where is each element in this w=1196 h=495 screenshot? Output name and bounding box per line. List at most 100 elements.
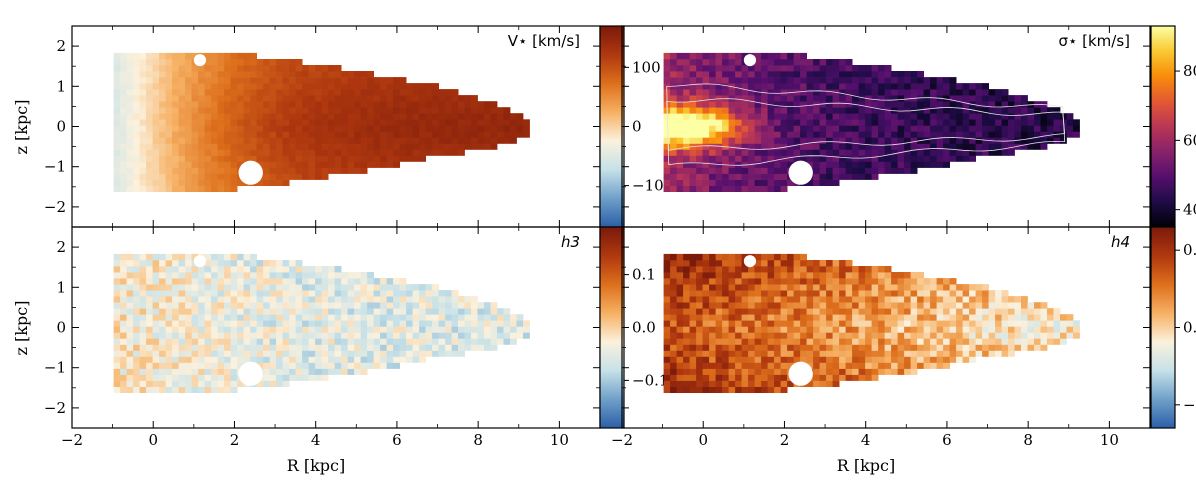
cell [191, 380, 199, 387]
cell [315, 149, 322, 156]
cell [676, 290, 684, 297]
cell [852, 332, 859, 339]
cell [302, 296, 309, 303]
cell [982, 332, 989, 339]
cell [380, 290, 387, 297]
cell [126, 137, 134, 144]
cell [399, 89, 407, 96]
cell [1014, 326, 1022, 333]
cell [839, 137, 846, 144]
cell [819, 95, 827, 102]
cell [949, 296, 957, 303]
cell [943, 332, 950, 339]
cell [185, 107, 192, 114]
cell [328, 344, 335, 351]
cell [689, 350, 697, 357]
cell [113, 52, 121, 60]
cell [865, 350, 872, 357]
cell [845, 167, 853, 174]
cell [910, 356, 918, 363]
cell [497, 326, 504, 333]
cell [722, 52, 729, 60]
cell [503, 137, 511, 144]
cell [445, 332, 452, 339]
cell [676, 302, 684, 309]
cell [676, 386, 684, 393]
cell [832, 302, 840, 309]
cell [741, 368, 749, 375]
cell [217, 368, 225, 375]
cell [956, 107, 963, 114]
cell [852, 320, 859, 327]
cell [670, 143, 677, 150]
cell [354, 161, 361, 168]
cell [412, 107, 420, 114]
cell [1008, 149, 1015, 156]
cell [676, 161, 684, 168]
cell [917, 83, 924, 90]
cell [852, 143, 859, 150]
cell [334, 83, 342, 90]
cell [982, 89, 989, 96]
cell [975, 290, 983, 297]
cell [230, 77, 238, 84]
cell [930, 161, 937, 168]
cell [120, 131, 127, 138]
cell [237, 113, 244, 120]
cell [871, 266, 879, 273]
cell [113, 290, 121, 297]
cell [341, 89, 348, 96]
cell [813, 107, 820, 114]
cell [256, 89, 264, 96]
cell [884, 89, 892, 96]
cell [341, 338, 348, 345]
cell [884, 344, 892, 351]
cell [1027, 107, 1035, 114]
cell [722, 89, 729, 96]
cell [146, 284, 153, 291]
cell [787, 113, 794, 120]
cell [819, 101, 827, 108]
cell [412, 302, 420, 309]
cell [767, 185, 775, 192]
cell [269, 71, 277, 78]
cell [1008, 326, 1015, 333]
cell [800, 107, 807, 114]
cell [386, 155, 394, 162]
cell [1001, 143, 1009, 150]
cell [923, 137, 931, 144]
cell [113, 101, 121, 108]
cell [1040, 119, 1048, 126]
cell [819, 302, 827, 309]
cell [302, 77, 309, 84]
cell [884, 296, 892, 303]
cell [328, 71, 335, 78]
cell [321, 173, 329, 180]
cell [425, 350, 433, 357]
cell [276, 350, 283, 357]
cell [949, 356, 957, 363]
cell [748, 137, 755, 144]
cell [295, 161, 303, 168]
cell [185, 95, 192, 102]
cell [689, 260, 697, 267]
cell [380, 125, 387, 132]
cell [250, 125, 257, 132]
cell [780, 89, 788, 96]
cell [832, 308, 840, 315]
cell [761, 253, 768, 261]
cell [276, 131, 283, 138]
cell [780, 368, 788, 375]
cell [813, 137, 820, 144]
cell [341, 350, 348, 357]
cell [120, 338, 127, 345]
cell [995, 131, 1002, 138]
cell [341, 302, 348, 309]
cell [761, 52, 768, 60]
cell [774, 326, 781, 333]
cell [113, 374, 121, 381]
cell [282, 143, 290, 150]
cell [930, 332, 937, 339]
cell [891, 278, 898, 285]
cell [243, 52, 251, 60]
